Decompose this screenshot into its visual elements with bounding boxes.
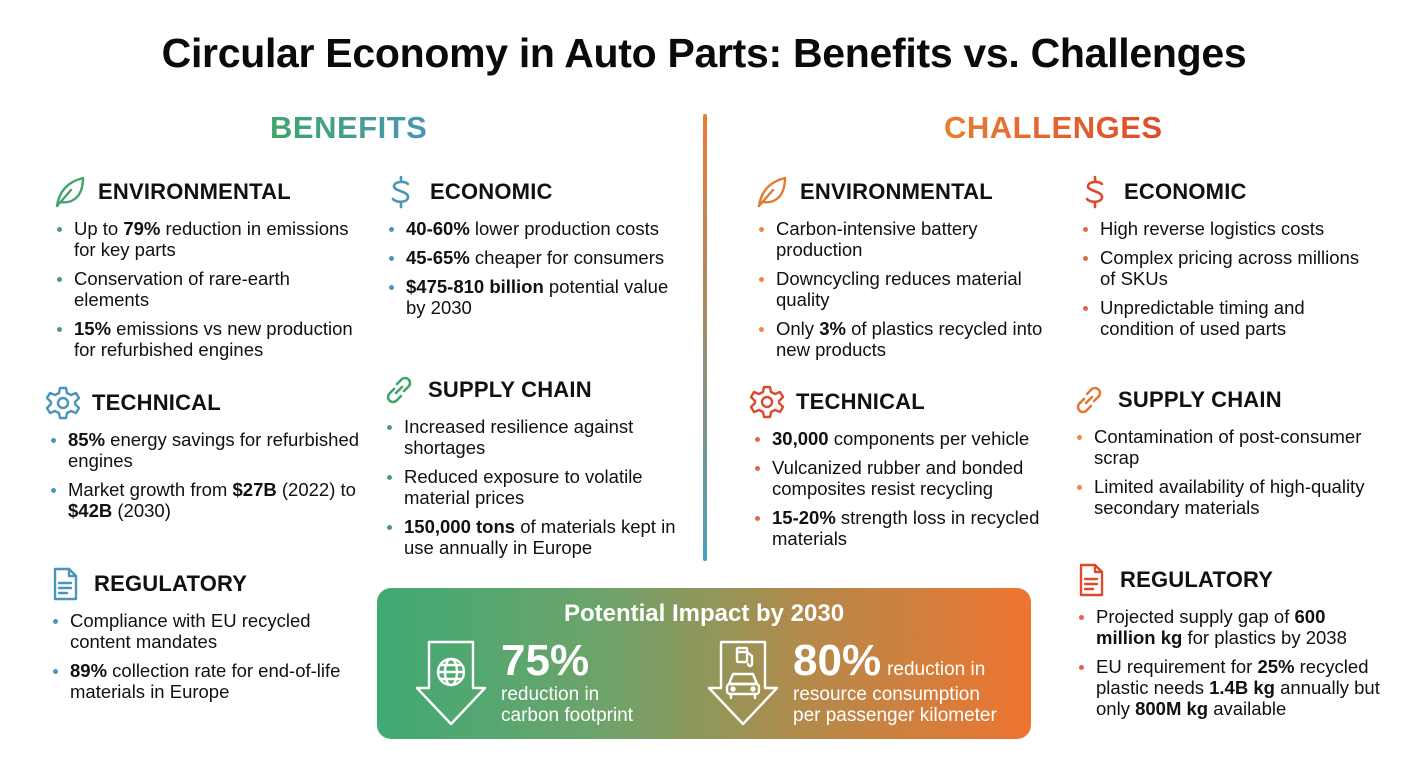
section-label: REGULATORY [94,571,248,596]
document-icon [46,565,84,603]
list-item: Limited availability of high-quality sec… [1070,476,1380,518]
benefits-heading: BENEFITS [270,110,428,145]
challenges-economic-section: ECONOMIC High reverse logistics costs Co… [1076,172,1376,347]
list-item: 89% collection rate for end-of-life mate… [46,660,366,702]
chain-link-icon [1070,381,1108,419]
list-item: EU requirement for 25% recycled plastic … [1072,656,1382,719]
benefits-supply-chain-section: SUPPLY CHAIN Increased resilience agains… [380,370,690,566]
list-item: 30,000 components per vehicle [748,428,1048,449]
impact-panel: Potential Impact by 2030 75% reduction i… [377,588,1031,739]
document-icon [1072,561,1110,599]
list-item: 45-65% cheaper for consumers [382,247,692,268]
list-item: 150,000 tons of materials kept in use an… [380,516,690,558]
section-label: SUPPLY CHAIN [1118,387,1282,412]
list-item: 15-20% strength loss in recycled materia… [748,507,1048,549]
impact-item-carbon: 75% reduction in carbon footprint [415,638,633,728]
leaf-icon [50,173,88,211]
leaf-icon [752,173,790,211]
list-item: Carbon-intensive battery production [752,218,1052,260]
challenges-regulatory-section: REGULATORY Projected supply gap of 600 m… [1072,560,1382,727]
impact-desc-inline: reduction in [887,659,986,680]
impact-desc-line2: per passenger kilometer [793,705,997,726]
list-item: 85% energy savings for refurbished engin… [44,429,364,471]
impact-desc-line1: resource consumption [793,684,980,705]
list-item: Up to 79% reduction in emissions for key… [50,218,370,260]
list-item: Vulcanized rubber and bonded composites … [748,457,1048,499]
impact-desc-line1: reduction in [501,684,600,705]
globe-down-arrow-icon [415,638,487,728]
impact-value: 80% [793,636,882,685]
gear-icon [44,384,82,422]
list-item: High reverse logistics costs [1076,218,1376,239]
list-item: Complex pricing across millions of SKUs [1076,247,1376,289]
list-item: Conservation of rare-earth elements [50,268,370,310]
list-item: $475-810 billion potential value by 2030 [382,276,692,318]
list-item: Contamination of post-consumer scrap [1070,426,1380,468]
dollar-icon [382,173,420,211]
car-fuel-down-arrow-icon [707,638,779,728]
section-label: TECHNICAL [92,390,221,415]
gear-icon [748,383,786,421]
list-item: Market growth from $27B (2022) to $42B (… [44,479,364,521]
dollar-icon [1076,173,1114,211]
column-divider [703,114,707,561]
benefits-economic-section: ECONOMIC 40-60% lower production costs 4… [382,172,692,326]
section-label: TECHNICAL [796,389,925,414]
impact-title: Potential Impact by 2030 [563,600,845,627]
list-item: Reduced exposure to volatile material pr… [380,466,690,508]
list-item: Increased resilience against shortages [380,416,690,458]
list-item: 40-60% lower production costs [382,218,692,239]
list-item: Compliance with EU recycled content mand… [46,610,366,652]
impact-item-resource: 80% reduction in resource consumption per… [707,638,997,728]
benefits-regulatory-section: REGULATORY Compliance with EU recycled c… [46,564,366,710]
chain-link-icon [380,371,418,409]
challenges-heading: CHALLENGES [944,110,1163,145]
benefits-environmental-section: ENVIRONMENTAL Up to 79% reduction in emi… [50,172,370,368]
section-label: REGULATORY [1120,567,1274,592]
challenges-technical-section: TECHNICAL 30,000 components per vehicle … [748,382,1048,557]
challenges-supply-chain-section: SUPPLY CHAIN Contamination of post-consu… [1070,380,1380,526]
list-item: Projected supply gap of 600 million kg f… [1072,606,1382,648]
section-label: ECONOMIC [1124,179,1247,204]
section-label: ECONOMIC [430,179,553,204]
impact-value: 75% [501,636,590,685]
page-title: Circular Economy in Auto Parts: Benefits… [161,30,1247,76]
list-item: Only 3% of plastics recycled into new pr… [752,318,1052,360]
section-label: ENVIRONMENTAL [800,179,993,204]
challenges-environmental-section: ENVIRONMENTAL Carbon-intensive battery p… [752,172,1052,368]
section-label: SUPPLY CHAIN [428,377,592,402]
benefits-technical-section: TECHNICAL 85% energy savings for refurbi… [44,383,364,529]
list-item: Downcycling reduces material quality [752,268,1052,310]
impact-desc-line2: carbon footprint [501,705,634,726]
section-label: ENVIRONMENTAL [98,179,291,204]
list-item: Unpredictable timing and condition of us… [1076,297,1376,339]
list-item: 15% emissions vs new production for refu… [50,318,370,360]
